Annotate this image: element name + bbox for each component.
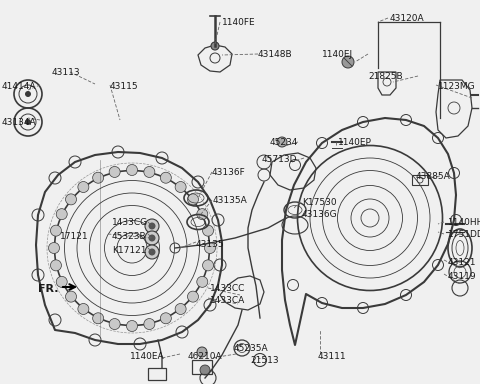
Circle shape	[148, 222, 156, 230]
Text: 1751DD: 1751DD	[448, 230, 480, 239]
Text: 21513: 21513	[250, 356, 278, 365]
Circle shape	[145, 231, 159, 245]
Circle shape	[211, 42, 219, 50]
Circle shape	[25, 91, 31, 97]
Text: 17121: 17121	[60, 232, 89, 241]
Text: 1140FE: 1140FE	[222, 18, 256, 27]
Circle shape	[160, 172, 171, 183]
Circle shape	[203, 260, 214, 271]
Text: 43111: 43111	[318, 352, 347, 361]
Circle shape	[50, 225, 61, 236]
Circle shape	[148, 248, 156, 255]
Circle shape	[145, 245, 159, 259]
Circle shape	[175, 303, 186, 314]
Circle shape	[109, 319, 120, 329]
Text: 45235A: 45235A	[234, 344, 269, 353]
Text: 1433CC: 1433CC	[210, 284, 245, 293]
Circle shape	[200, 365, 210, 375]
Circle shape	[56, 276, 67, 287]
Bar	[148, 368, 166, 380]
Text: 46210A: 46210A	[188, 352, 223, 361]
Circle shape	[78, 303, 89, 314]
Circle shape	[148, 235, 156, 242]
Circle shape	[175, 182, 186, 192]
Text: FR.: FR.	[38, 284, 59, 294]
Text: 43113: 43113	[52, 68, 81, 77]
Circle shape	[48, 243, 60, 253]
Text: K17530: K17530	[302, 198, 336, 207]
Circle shape	[188, 291, 199, 302]
Text: 1433CG: 1433CG	[112, 218, 148, 227]
Circle shape	[50, 260, 61, 271]
Circle shape	[65, 194, 76, 205]
Text: 1140EJ: 1140EJ	[322, 50, 353, 59]
Text: 1140EA: 1140EA	[130, 352, 165, 361]
Text: 43136G: 43136G	[302, 210, 337, 219]
Text: 43120A: 43120A	[390, 14, 425, 23]
Circle shape	[144, 319, 155, 329]
Circle shape	[109, 166, 120, 177]
Circle shape	[197, 276, 208, 287]
Text: K17121: K17121	[112, 246, 146, 255]
Circle shape	[25, 119, 31, 125]
Bar	[412, 175, 428, 185]
Text: 43121: 43121	[448, 258, 477, 267]
Circle shape	[56, 209, 67, 220]
Circle shape	[204, 243, 216, 253]
Text: 1433CA: 1433CA	[210, 296, 245, 305]
Text: 45323B: 45323B	[112, 232, 146, 241]
Circle shape	[188, 194, 199, 205]
Circle shape	[93, 172, 104, 183]
Circle shape	[93, 313, 104, 324]
Bar	[192, 360, 212, 374]
Circle shape	[144, 166, 155, 177]
Text: 43119: 43119	[448, 272, 477, 281]
Text: 45234: 45234	[270, 138, 299, 147]
Text: 1140HH: 1140HH	[448, 218, 480, 227]
Text: 45713D: 45713D	[262, 155, 298, 164]
Text: 43136F: 43136F	[212, 168, 246, 177]
Text: 1123MG: 1123MG	[438, 82, 476, 91]
Circle shape	[197, 209, 208, 220]
Text: 1140EP: 1140EP	[338, 138, 372, 147]
Text: 43135: 43135	[196, 240, 225, 249]
Text: 43135A: 43135A	[213, 196, 248, 205]
Text: 43885A: 43885A	[416, 172, 451, 181]
Circle shape	[145, 219, 159, 233]
Circle shape	[127, 321, 137, 331]
Text: 41414A: 41414A	[2, 82, 36, 91]
Circle shape	[197, 347, 207, 357]
Circle shape	[160, 313, 171, 324]
Circle shape	[65, 291, 76, 302]
Circle shape	[127, 164, 137, 175]
Circle shape	[78, 182, 89, 192]
Text: 21825B: 21825B	[368, 72, 403, 81]
Circle shape	[342, 56, 354, 68]
Circle shape	[277, 137, 287, 147]
Text: 43134A: 43134A	[2, 118, 36, 127]
Circle shape	[203, 225, 214, 236]
Text: 43115: 43115	[110, 82, 139, 91]
Text: 43148B: 43148B	[258, 50, 293, 59]
